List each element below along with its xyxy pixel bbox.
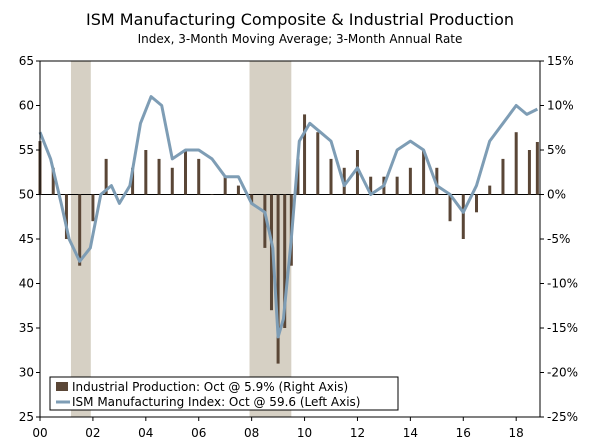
left-tick-label-7: 30 bbox=[19, 366, 34, 380]
left-tick-label-1: 60 bbox=[19, 99, 34, 113]
right-tick-label-8: -25% bbox=[547, 410, 578, 424]
ip-bar-24 bbox=[316, 132, 320, 195]
x-tick-label-1: 02 bbox=[85, 426, 100, 440]
x-tick-label-0: 00 bbox=[32, 426, 47, 440]
ip-bar-27 bbox=[355, 150, 359, 195]
ip-bar-25 bbox=[329, 158, 333, 195]
left-axis-ticks: 65 60 55 50 45 40 35 30 25 bbox=[19, 54, 40, 424]
ip-bar-31 bbox=[408, 167, 412, 195]
ip-bar-34 bbox=[448, 194, 452, 222]
left-tick-label-3: 50 bbox=[19, 188, 34, 202]
legend-label-industrial-production: Industrial Production: Oct @ 5.9% (Right… bbox=[72, 380, 348, 394]
x-tick-label-2: 04 bbox=[138, 426, 153, 440]
ip-bar-16 bbox=[250, 194, 254, 204]
ip-bar-28 bbox=[369, 176, 373, 195]
legend-label-ism: ISM Manufacturing Index: Oct @ 59.6 (Lef… bbox=[72, 395, 361, 409]
ism-line bbox=[38, 95, 539, 339]
ip-bar-36 bbox=[475, 194, 479, 213]
ism-series-line bbox=[38, 95, 539, 339]
ip-bar-7 bbox=[131, 167, 135, 195]
right-tick-label-7: -20% bbox=[547, 366, 578, 380]
left-tick-label-0: 65 bbox=[19, 54, 34, 68]
left-tick-label-6: 35 bbox=[19, 321, 34, 335]
ip-bar-18 bbox=[269, 194, 273, 311]
ip-bar-22 bbox=[296, 158, 300, 195]
chart-title: ISM Manufacturing Composite & Industrial… bbox=[86, 10, 514, 29]
ip-bar-9 bbox=[157, 158, 161, 195]
legend-bar-swatch bbox=[56, 382, 68, 391]
ip-bar-10 bbox=[170, 167, 174, 195]
x-tick-label-5: 10 bbox=[297, 426, 312, 440]
ip-bar-37 bbox=[488, 185, 492, 195]
ip-bar-40 bbox=[527, 150, 531, 195]
left-tick-label-4: 45 bbox=[19, 232, 34, 246]
ip-bar-8 bbox=[144, 150, 148, 195]
ip-bar-30 bbox=[395, 176, 399, 195]
x-tick-label-4: 08 bbox=[244, 426, 259, 440]
ip-bar-6 bbox=[117, 194, 121, 195]
left-tick-label-5: 40 bbox=[19, 277, 34, 291]
left-tick-label-8: 25 bbox=[19, 410, 34, 424]
ip-bar-2 bbox=[64, 194, 68, 239]
right-tick-label-6: -15% bbox=[547, 321, 578, 335]
chart-subtitle: Index, 3-Month Moving Average; 3-Month A… bbox=[138, 32, 463, 46]
right-tick-label-5: -10% bbox=[547, 277, 578, 291]
right-tick-label-2: 5% bbox=[547, 143, 566, 157]
ip-bar-33 bbox=[435, 167, 439, 195]
right-tick-label-0: 15% bbox=[547, 54, 574, 68]
x-tick-label-9: 18 bbox=[509, 426, 524, 440]
ip-bar-38 bbox=[501, 158, 505, 195]
right-axis-ticks: 15% 10% 5% 0% -5% -10% -15% -20% -25% bbox=[540, 54, 578, 424]
ip-bar-39 bbox=[514, 132, 518, 195]
ip-bar-5 bbox=[104, 158, 108, 195]
right-tick-label-1: 10% bbox=[547, 99, 574, 113]
ip-bar-32 bbox=[422, 150, 426, 195]
right-tick-label-3: 0% bbox=[547, 188, 566, 202]
x-tick-label-3: 06 bbox=[191, 426, 206, 440]
ip-bar-13 bbox=[210, 194, 214, 195]
ip-bar-3 bbox=[78, 194, 82, 266]
ip-bar-19 bbox=[276, 194, 280, 364]
ip-bar-23 bbox=[303, 114, 307, 195]
ip-bar-14 bbox=[223, 176, 227, 195]
x-tick-label-6: 12 bbox=[350, 426, 365, 440]
x-tick-label-7: 14 bbox=[403, 426, 418, 440]
right-tick-label-4: -5% bbox=[547, 232, 570, 246]
recession-shading bbox=[70, 61, 292, 417]
x-axis-ticks: 00 02 04 06 08 10 12 14 16 18 bbox=[32, 417, 524, 440]
ip-bar-15 bbox=[236, 185, 240, 195]
ip-bar-11 bbox=[184, 150, 188, 195]
ip-bar-4 bbox=[91, 194, 95, 222]
ip-bar-41 bbox=[535, 141, 539, 195]
legend-box bbox=[49, 376, 399, 411]
ip-bar-17 bbox=[263, 194, 267, 248]
ip-bar-12 bbox=[197, 158, 201, 195]
ip-bar-35 bbox=[461, 194, 465, 239]
ip-bar-20 bbox=[283, 194, 287, 328]
left-tick-label-2: 55 bbox=[19, 143, 34, 157]
x-tick-label-8: 16 bbox=[456, 426, 471, 440]
legend: Industrial Production: Oct @ 5.9% (Right… bbox=[49, 376, 399, 411]
ip-bar-1 bbox=[51, 167, 55, 195]
